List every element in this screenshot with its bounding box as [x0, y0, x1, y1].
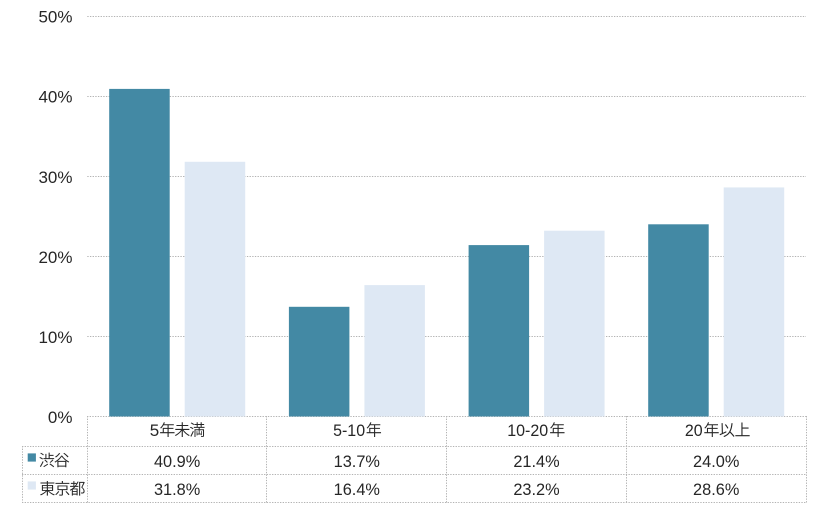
svg-text:40%: 40%: [38, 88, 72, 107]
svg-text:21.4%: 21.4%: [513, 452, 559, 471]
svg-text:10-20: 10-20: [507, 421, 548, 440]
svg-text:23.2%: 23.2%: [513, 480, 559, 499]
svg-text:16.4%: 16.4%: [334, 480, 380, 499]
svg-text:30%: 30%: [38, 168, 72, 187]
svg-text:0%: 0%: [48, 408, 73, 427]
svg-text:10%: 10%: [38, 328, 72, 347]
svg-text:40.9%: 40.9%: [154, 452, 200, 471]
svg-text:5-10: 5-10: [333, 421, 365, 440]
svg-text:31.8%: 31.8%: [154, 480, 200, 499]
svg-text:5: 5: [150, 421, 159, 440]
svg-text:20: 20: [685, 421, 703, 440]
svg-text:13.7%: 13.7%: [334, 452, 380, 471]
svg-text:24.0%: 24.0%: [693, 452, 739, 471]
svg-text:28.6%: 28.6%: [693, 480, 739, 499]
svg-text:20%: 20%: [38, 248, 72, 267]
svg-text:50%: 50%: [38, 8, 72, 27]
